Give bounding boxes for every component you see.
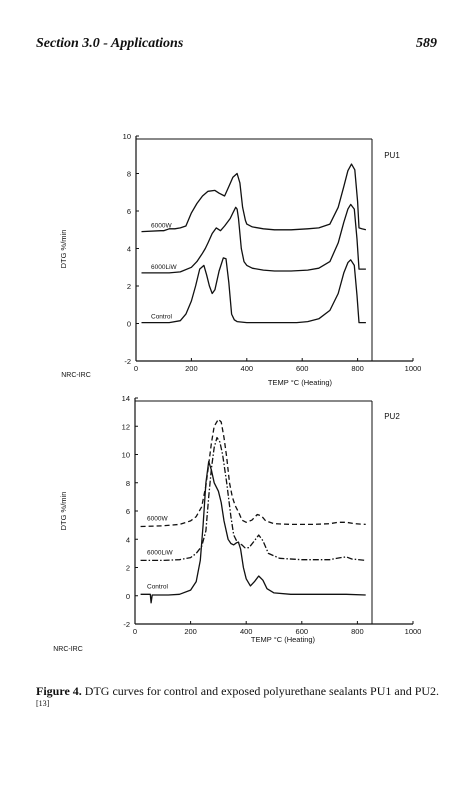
panel1-y-tick-label: -2 — [124, 357, 131, 366]
panel1-x-axis-label: TEMP °C (Heating) — [268, 378, 333, 387]
panel1-y-tick-label: 4 — [127, 245, 131, 254]
panel2-x-tick-label: 200 — [184, 627, 197, 636]
running-header-section: Section 3.0 - Applications — [36, 36, 184, 51]
panel2-x-tick-label: 0 — [133, 627, 137, 636]
panel1-x-tick-label: 200 — [185, 364, 198, 373]
panel1-y-tick-label: 0 — [127, 320, 131, 329]
panel2-source-label: NRC-IRC — [53, 646, 83, 653]
panel2-series-label: 6000LiW — [147, 549, 174, 556]
panel1-x-tick-label: 0 — [134, 364, 138, 373]
panel1-series-label: Control — [151, 314, 173, 321]
panel1-series-line — [141, 163, 367, 233]
figure-caption: Figure 4. DTG curves for control and exp… — [36, 684, 446, 715]
panel1-x-tick-label: 1000 — [405, 364, 422, 373]
panel1-series-line — [141, 203, 366, 274]
panel1-panel-label: PU1 — [384, 151, 400, 160]
panel2-y-axis-label: DTG %/min — [59, 492, 68, 531]
panel1-series-label: 6000W — [151, 223, 172, 230]
panel2-x-tick-label: 1000 — [405, 627, 422, 636]
panel2-y-tick-label: 6 — [126, 507, 130, 516]
panel2-y-tick-label: 4 — [126, 535, 130, 544]
caption-label: Figure 4. — [36, 684, 82, 698]
panel1-y-axis-label: DTG %/min — [59, 230, 68, 269]
panel1-x-tick-label: 800 — [351, 364, 364, 373]
panel2-series-line — [140, 460, 366, 604]
panel2-series-line — [140, 436, 366, 562]
panel2-x-tick-label: 800 — [351, 627, 364, 636]
panel1-series-line — [141, 257, 366, 324]
panel2-series-line — [140, 418, 366, 528]
panel1-y-tick-label: 6 — [127, 207, 131, 216]
panel1-y-tick-label: 2 — [127, 282, 131, 291]
panel2-series-label: 6000W — [147, 516, 168, 523]
panel1-x-tick-label: 600 — [296, 364, 309, 373]
panel1-y-tick-label: 8 — [127, 170, 131, 179]
panel2-y-tick-label: 12 — [122, 422, 130, 431]
panel2-series-label: Control — [147, 583, 169, 590]
panel2-y-tick-label: 2 — [126, 564, 130, 573]
panel2-y-tick-label: 14 — [122, 394, 130, 403]
panel2-x-tick-label: 400 — [240, 627, 253, 636]
panel1-source-label: NRC-IRC — [61, 372, 91, 379]
panel2-y-tick-label: 0 — [126, 592, 130, 601]
panel1-y-tick-label: 10 — [123, 132, 131, 141]
panel2-y-tick-label: -2 — [123, 620, 130, 629]
caption-text: DTG curves for control and exposed polyu… — [81, 684, 440, 698]
panel1-series-label: 6000LiW — [151, 264, 178, 271]
panel2-y-tick-label: 10 — [122, 451, 130, 460]
page-number: 589 — [416, 36, 437, 51]
caption-reference: [13] — [36, 699, 50, 708]
panel2-y-tick-label: 8 — [126, 479, 130, 488]
panel1-x-tick-label: 400 — [241, 364, 254, 373]
panel2-x-tick-label: 600 — [296, 627, 309, 636]
panel2-panel-label: PU2 — [384, 412, 400, 421]
panel2-x-axis-label: TEMP °C (Heating) — [251, 635, 316, 644]
